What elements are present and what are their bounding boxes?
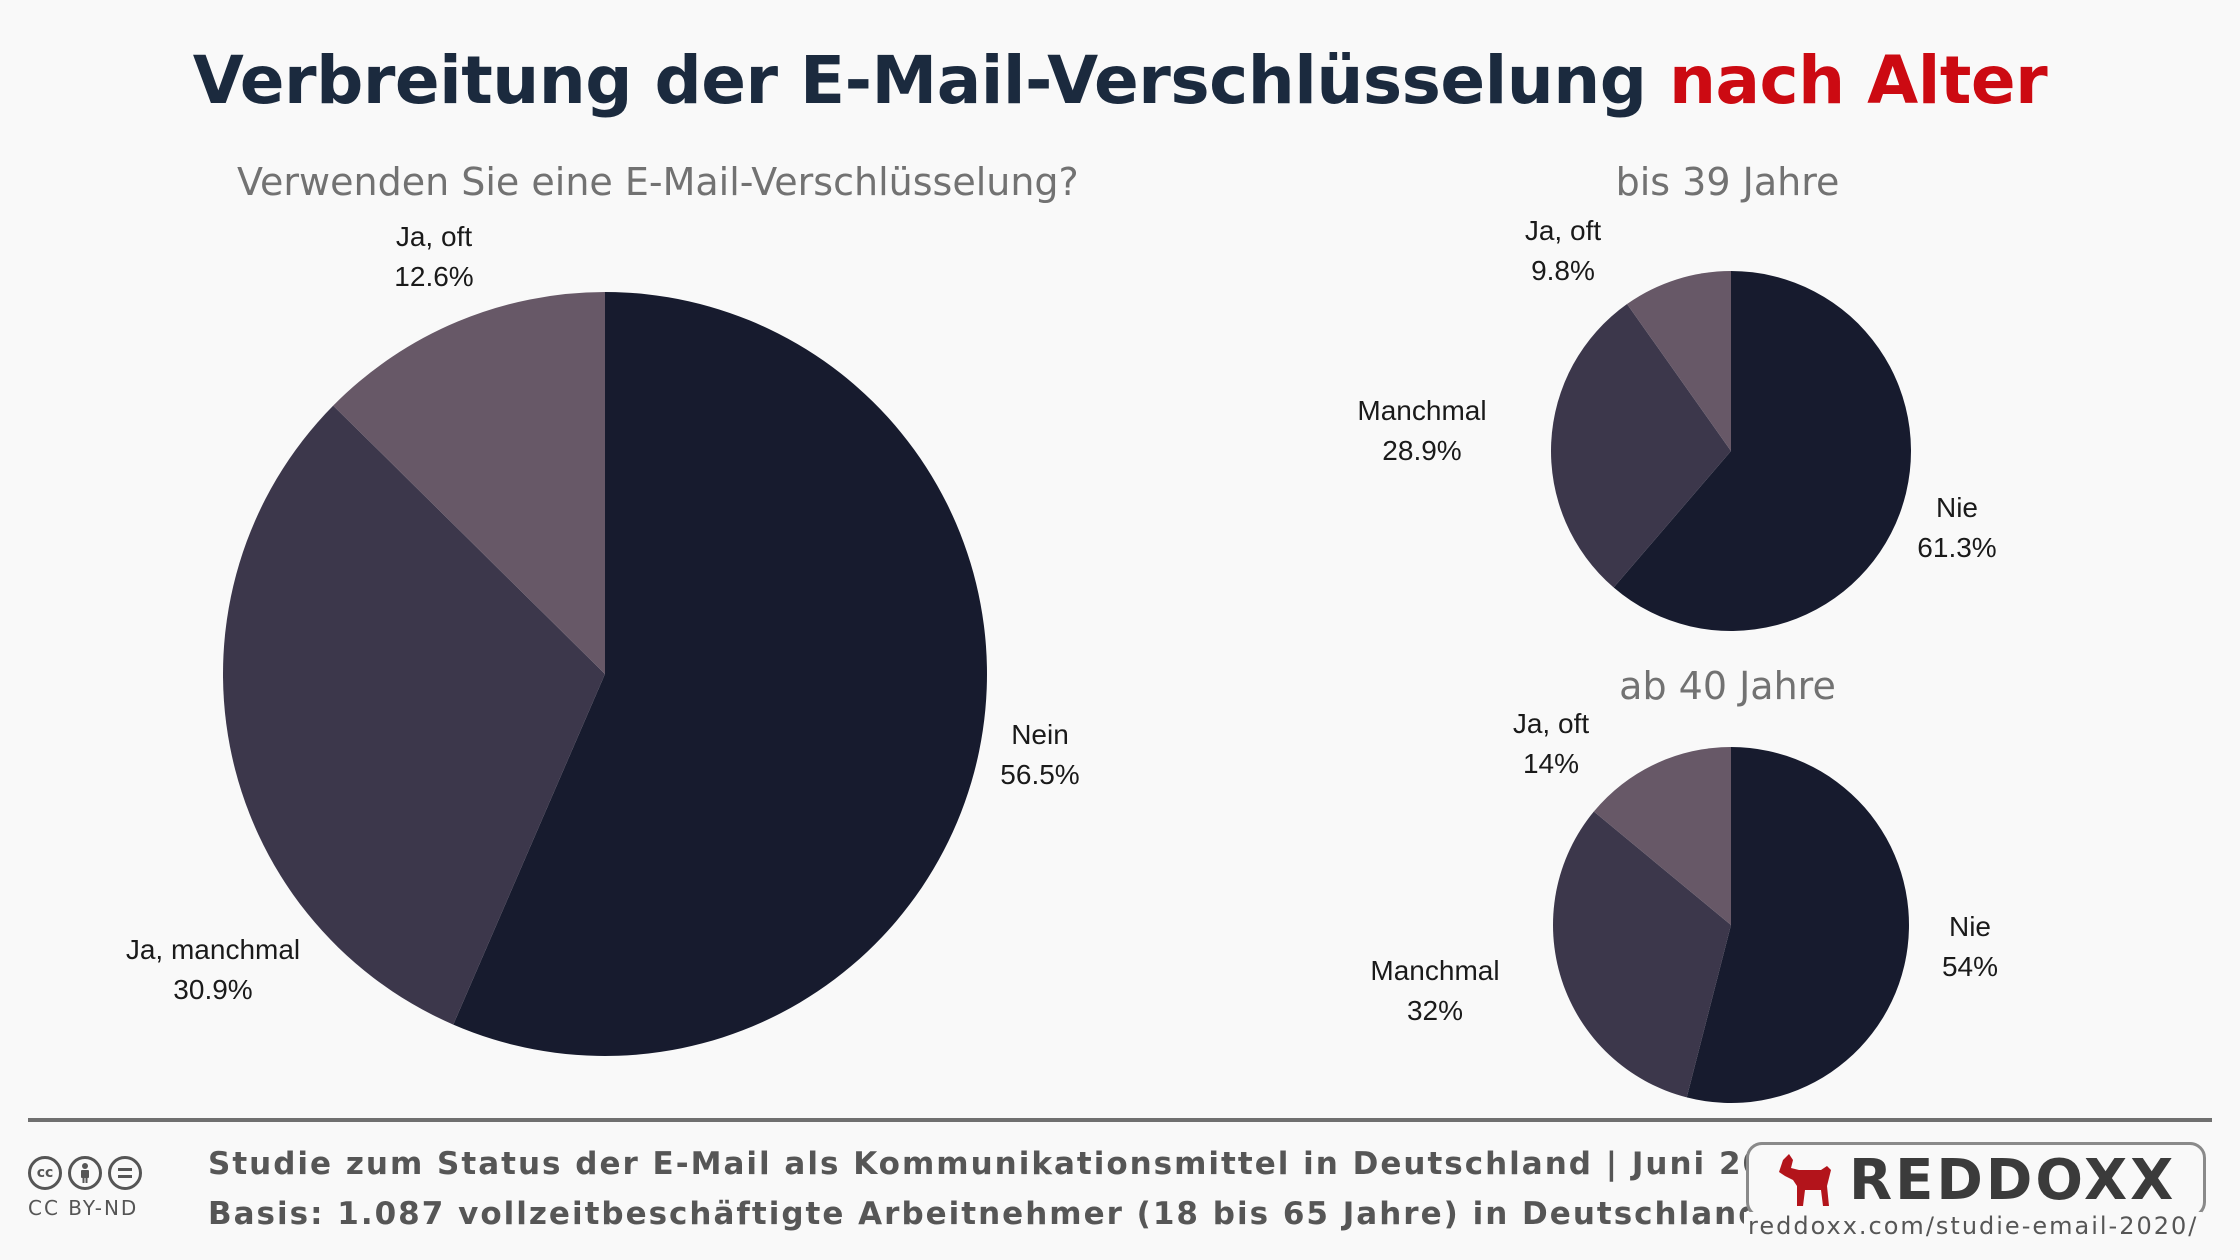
brand-url[interactable]: reddoxx.com/studie-email-2020/ bbox=[1744, 1212, 2203, 1240]
brand-name: REDDOXX bbox=[1849, 1147, 2177, 1213]
pie-slice-manchmal bbox=[1550, 304, 1731, 588]
brand-logo: REDDOXX bbox=[1746, 1142, 2206, 1218]
slice-label: Nie bbox=[1936, 492, 1978, 523]
person-glyph-icon bbox=[81, 1163, 89, 1183]
pie-slice-ja-oft bbox=[1593, 747, 1731, 925]
slice-value-label: 28.9% bbox=[1382, 435, 1461, 466]
license-block: cc CC BY-ND bbox=[28, 1156, 168, 1220]
title-main: Verbreitung der E-Mail-Verschlüsselung bbox=[192, 42, 1647, 119]
pie-slice-nie bbox=[1686, 747, 1909, 1103]
cc-icon: cc bbox=[28, 1156, 62, 1190]
slice-label: Ja, oft bbox=[1525, 215, 1601, 246]
footer-divider bbox=[28, 1118, 2212, 1122]
slice-value-label: 12.6% bbox=[394, 261, 473, 292]
page-title: Verbreitung der E-Mail-Verschlüsselung n… bbox=[0, 42, 2240, 119]
slice-value-label: 61.3% bbox=[1917, 532, 1996, 563]
title-accent: nach Alter bbox=[1669, 42, 2048, 119]
pie-slice-ja-manchmal bbox=[222, 405, 606, 1025]
pie-chart-bis-39: Nie 61.3% Manchmal 28.9% Ja, oft 9.8% bbox=[1357, 215, 1997, 631]
slice-value-label: 9.8% bbox=[1531, 255, 1595, 286]
chart-over40-title: ab 40 Jahre bbox=[1619, 664, 1836, 708]
pie-slice-nein bbox=[453, 292, 987, 1056]
slice-label: Manchmal bbox=[1370, 955, 1499, 986]
slice-value-label: 14% bbox=[1523, 748, 1579, 779]
license-icons: cc bbox=[28, 1156, 168, 1190]
pie-slice-ja-oft bbox=[333, 292, 605, 674]
slice-label: Nie bbox=[1949, 911, 1991, 942]
license-label: CC BY-ND bbox=[28, 1196, 139, 1220]
pie-chart-ab-40: Nie 54% Manchmal 32% Ja, oft 14% bbox=[1370, 708, 1998, 1103]
slice-value-label: 56.5% bbox=[1000, 759, 1079, 790]
chart-under40-title: bis 39 Jahre bbox=[1615, 160, 1840, 204]
dog-logo-icon bbox=[1779, 1154, 1831, 1206]
pie-slice-nie bbox=[1613, 271, 1912, 631]
pie-slice-ja-oft bbox=[1627, 271, 1731, 451]
slice-value-label: 32% bbox=[1407, 995, 1463, 1026]
pie-charts: Nein 56.5% Ja, manchmal 30.9% Ja, oft 12.6% N… bbox=[126, 215, 1998, 1103]
slice-label: Manchmal bbox=[1357, 395, 1486, 426]
footer-study-line: Studie zum Status der E-Mail als Kommuni… bbox=[208, 1146, 1814, 1182]
slice-label: Nein bbox=[1011, 719, 1069, 750]
pie-slice-manchmal bbox=[1552, 811, 1731, 1098]
slice-value-label: 30.9% bbox=[173, 974, 252, 1005]
equals-glyph-icon bbox=[118, 1168, 132, 1178]
slice-label: Ja, oft bbox=[396, 221, 472, 252]
chart-main-title: Verwenden Sie eine E-Mail-Verschlüsselun… bbox=[237, 160, 1079, 204]
nd-equals-icon bbox=[108, 1156, 142, 1190]
pie-chart-overall: Nein 56.5% Ja, manchmal 30.9% Ja, oft 12.6% bbox=[126, 221, 1080, 1056]
slice-label: Ja, oft bbox=[1513, 708, 1589, 739]
slice-value-label: 54% bbox=[1942, 951, 1998, 982]
footer-basis-line: Basis: 1.087 vollzeitbeschäftigte Arbeit… bbox=[208, 1196, 1763, 1232]
slice-label: Ja, manchmal bbox=[126, 934, 300, 965]
by-person-icon bbox=[68, 1156, 102, 1190]
